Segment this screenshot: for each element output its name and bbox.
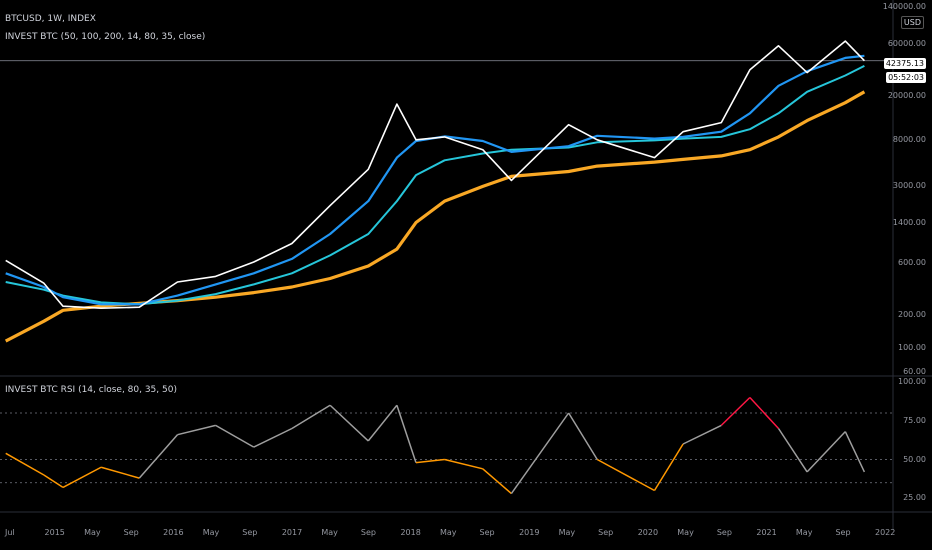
rsi-segment [510, 412, 570, 495]
rsi-segment [329, 404, 369, 442]
time-tick: May [677, 528, 694, 537]
rsi-segment [215, 424, 255, 448]
price-tick: 200.00 [898, 309, 926, 319]
time-tick: May [558, 528, 576, 537]
price-tick: 3000.00 [892, 181, 926, 191]
time-tick: 2016 [163, 528, 184, 537]
rsi-segment [5, 452, 45, 476]
rsi-tick: 100.00 [898, 377, 926, 386]
rsi-segment [100, 466, 140, 479]
rsi-tick: 50.00 [903, 454, 926, 464]
rsi-segment [844, 431, 866, 473]
time-tick: May [321, 528, 338, 537]
rsi-segment [749, 396, 780, 430]
time-tick: Sep [242, 528, 258, 537]
rsi-segment [291, 404, 331, 430]
series-ma100 [5, 65, 865, 306]
last-price-badge: 42375.13 [883, 58, 926, 69]
rsi-segment [177, 424, 216, 436]
rsi-tick: 25.00 [903, 493, 926, 503]
time-tick: 2015 [44, 528, 65, 537]
rsi-title[interactable]: INVEST BTC RSI (14, close, 80, 35, 50) [5, 385, 177, 395]
price-tick: 8000.00 [892, 134, 926, 144]
rsi-tick: 75.00 [903, 415, 926, 425]
rsi-segment [682, 424, 722, 445]
rsi-segment [567, 412, 598, 460]
countdown-badge: 05:52:03 [886, 72, 926, 83]
time-tick: Sep [598, 528, 614, 537]
time-tick: Sep [716, 528, 732, 537]
rsi-segment [596, 458, 655, 492]
series-price [5, 40, 865, 310]
rsi-segment [43, 474, 64, 489]
indicator-title[interactable]: INVEST BTC (50, 100, 200, 14, 80, 35, cl… [5, 32, 206, 42]
rsi-segment [482, 468, 512, 495]
rsi-segment [806, 431, 846, 473]
time-tick: Sep [835, 528, 851, 537]
currency-badge[interactable]: USD [900, 16, 924, 29]
rsi-segment [653, 443, 684, 491]
series-ma50 [5, 54, 865, 306]
time-tick: 2017 [281, 528, 303, 537]
time-tick: 2022 [875, 528, 896, 537]
price-tick: 60000.00 [887, 39, 926, 49]
time-tick: Sep [360, 528, 376, 537]
time-tick: Sep [479, 528, 495, 537]
price-tick: 100.00 [898, 342, 926, 352]
time-tick: May [795, 528, 813, 537]
time-tick: May [440, 528, 457, 537]
price-tick: 20000.00 [887, 91, 926, 101]
time-tick: May [202, 528, 220, 537]
rsi-segment [367, 404, 398, 442]
rsi-segment [415, 458, 445, 464]
time-tick: Jul [5, 528, 15, 537]
price-tick: 1400.00 [892, 217, 926, 227]
rsi-segment [777, 428, 808, 473]
time-tick: May [84, 528, 101, 537]
symbol-title[interactable]: BTCUSD, 1W, INDEX [5, 14, 96, 24]
rsi-segment [253, 427, 293, 448]
rsi-segment [138, 434, 179, 479]
rsi-segment [444, 458, 483, 470]
rsi-segment [720, 396, 751, 426]
time-tick: 2018 [400, 528, 421, 537]
rsi-segment [396, 405, 417, 463]
time-tick: 2021 [756, 528, 777, 537]
price-axis-top: 140000.00 [882, 2, 926, 11]
rsi-segment [62, 466, 102, 489]
time-tick: 2020 [637, 528, 659, 537]
price-tick: 600.00 [898, 257, 926, 267]
time-tick: Sep [123, 528, 139, 537]
time-tick: 2019 [519, 528, 540, 537]
price-tick: 60.00 [903, 367, 926, 376]
